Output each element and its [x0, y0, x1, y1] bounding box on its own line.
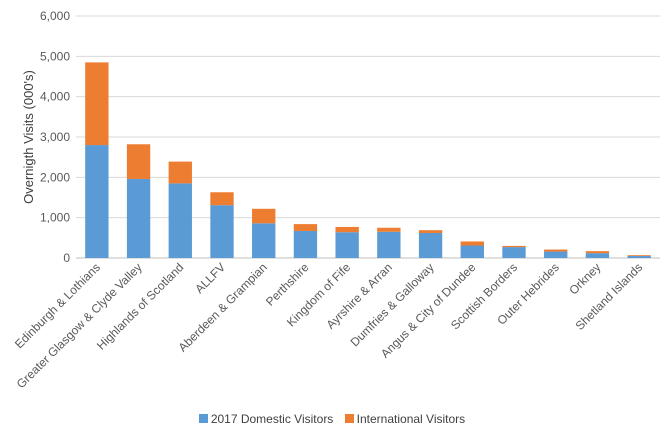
legend-label-domestic: 2017 Domestic Visitors — [210, 412, 334, 426]
y-axis-title: Overnigth Visits (000's) — [21, 70, 36, 204]
bar-domestic — [252, 223, 276, 258]
bar-international — [460, 241, 484, 246]
bar-domestic — [418, 232, 443, 258]
bar-international — [293, 224, 318, 231]
bar-domestic — [210, 205, 234, 258]
bar-domestic — [126, 178, 151, 258]
bar-international — [126, 144, 151, 179]
bar-international — [168, 161, 192, 184]
y-axis-ticks: 0 1,000 2,000 3,000 4,000 5,000 6,000 — [40, 9, 70, 265]
bar-international — [544, 249, 568, 252]
bar-international — [335, 226, 359, 233]
y-tick-label: 4,000 — [40, 90, 70, 104]
x-tick-label: ALLFV — [192, 260, 228, 296]
bar-international — [210, 192, 234, 206]
y-tick-label: 1,000 — [40, 211, 70, 225]
bar-domestic — [585, 253, 610, 258]
bar-domestic — [293, 230, 318, 258]
legend-swatch-international — [344, 414, 354, 424]
bar-international — [418, 230, 443, 233]
legend-label-international: International Visitors — [356, 412, 466, 426]
bar-domestic — [544, 251, 568, 258]
bar-international — [585, 251, 610, 254]
legend-swatch-domestic — [198, 414, 208, 424]
bar-international — [627, 255, 651, 256]
bar-domestic — [460, 245, 484, 258]
x-tick-label: Orkney — [566, 260, 603, 297]
bar-domestic — [502, 247, 526, 258]
bar-domestic — [377, 231, 401, 258]
bars — [85, 62, 651, 258]
legend-item-international: International Visitors — [344, 412, 466, 426]
legend: 2017 Domestic Visitors International Vis… — [0, 412, 664, 426]
y-tick-label: 5,000 — [40, 49, 70, 63]
y-tick-label: 3,000 — [40, 130, 70, 144]
legend-item-domestic: 2017 Domestic Visitors — [198, 412, 334, 426]
bar-international — [377, 227, 401, 232]
y-tick-label: 0 — [63, 251, 70, 265]
y-tick-label: 2,000 — [40, 170, 70, 184]
bar-international — [85, 62, 109, 146]
bar-domestic — [335, 232, 359, 258]
y-tick-label: 6,000 — [40, 9, 70, 23]
bar-domestic — [627, 255, 651, 258]
bar-domestic — [168, 183, 192, 258]
gridlines — [76, 15, 660, 259]
bar-domestic — [85, 145, 109, 258]
bar-international — [502, 245, 526, 248]
bar-international — [252, 208, 276, 224]
